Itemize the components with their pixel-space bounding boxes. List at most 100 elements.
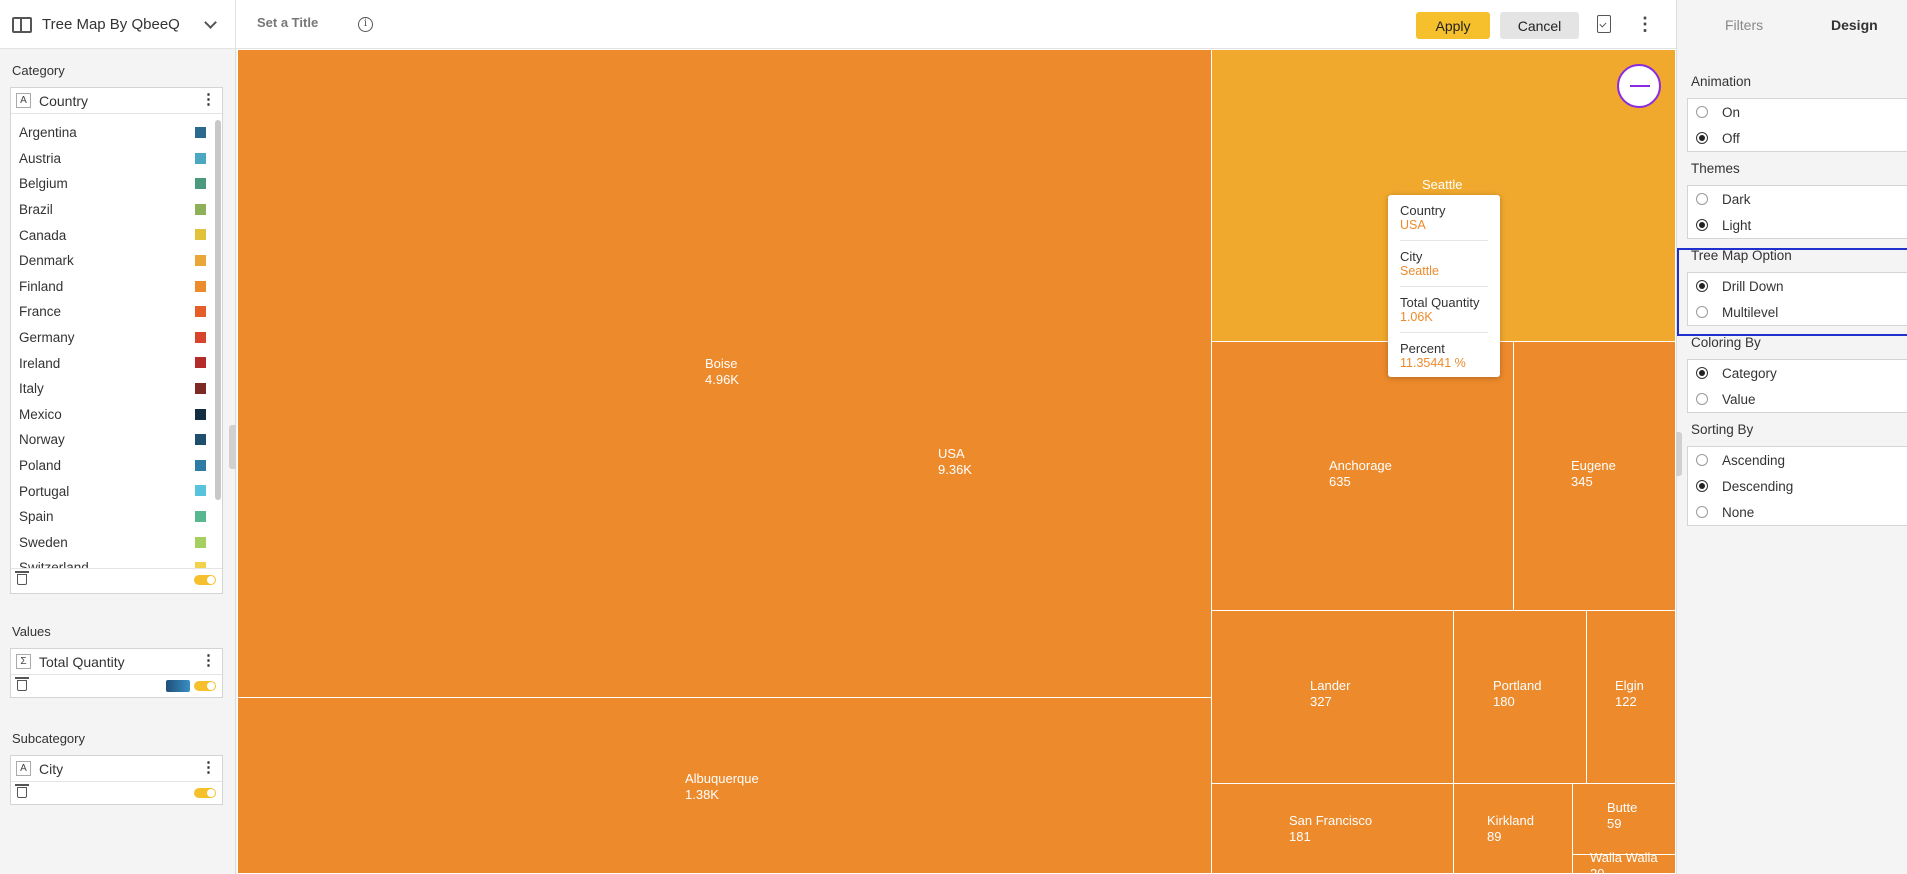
widget-type-selector[interactable]: Tree Map By QbeeQ xyxy=(12,0,236,49)
category-item[interactable]: Sweden xyxy=(11,530,222,556)
category-color-swatch[interactable] xyxy=(195,127,206,138)
values-more-icon[interactable]: ⋮ xyxy=(201,652,216,669)
category-item-label: Sweden xyxy=(19,534,68,550)
right-panel-collapse-handle[interactable] xyxy=(1676,432,1682,476)
category-color-swatch[interactable] xyxy=(195,178,206,190)
radio-icon[interactable] xyxy=(1696,454,1708,466)
radio-selected-icon[interactable] xyxy=(1696,219,1708,231)
category-item[interactable]: Spain xyxy=(11,504,222,530)
category-color-swatch[interactable] xyxy=(195,562,206,568)
gradient-color-swatch[interactable] xyxy=(166,680,190,692)
sorting-by-option-none[interactable]: None xyxy=(1688,499,1907,525)
category-color-swatch[interactable] xyxy=(195,459,206,471)
subcategory-toggle[interactable] xyxy=(194,788,216,798)
radio-icon[interactable] xyxy=(1696,106,1708,118)
category-item[interactable]: France xyxy=(11,299,222,325)
category-field[interactable]: A Country ⋮ xyxy=(11,88,222,114)
category-item-label: Germany xyxy=(19,330,75,346)
themes-option-dark[interactable]: Dark xyxy=(1688,186,1907,212)
category-color-swatch[interactable] xyxy=(195,203,206,215)
tile-eugene[interactable] xyxy=(1513,341,1676,611)
values-field[interactable]: Σ Total Quantity ⋮ xyxy=(11,649,222,675)
tile-albuquerque[interactable] xyxy=(237,697,1212,874)
tree-map-option-option-drill-down[interactable]: Drill Down xyxy=(1688,273,1907,299)
category-list-scrollbar[interactable] xyxy=(215,120,221,500)
radio-selected-icon[interactable] xyxy=(1696,280,1708,292)
category-color-swatch[interactable] xyxy=(195,382,206,394)
animation-option-off[interactable]: Off xyxy=(1688,125,1907,151)
radio-icon[interactable] xyxy=(1696,506,1708,518)
category-item[interactable]: Austria xyxy=(11,146,222,172)
trash-icon[interactable] xyxy=(15,571,29,585)
category-color-swatch[interactable] xyxy=(195,331,206,343)
category-item[interactable]: Canada xyxy=(11,222,222,248)
category-item[interactable]: Brazil xyxy=(11,197,222,223)
category-item[interactable]: Argentina xyxy=(11,120,222,146)
radio-icon[interactable] xyxy=(1696,393,1708,405)
more-options-icon[interactable]: ⋮ xyxy=(1636,14,1654,34)
category-color-swatch[interactable] xyxy=(195,357,206,369)
category-color-list: Argentina Austria Belgium Brazil Canada Denma… xyxy=(11,114,222,568)
tile-anchorage[interactable] xyxy=(1211,341,1514,611)
category-item[interactable]: Portugal xyxy=(11,478,222,504)
category-color-swatch[interactable] xyxy=(195,229,206,241)
tile-san-francisco[interactable] xyxy=(1211,783,1454,874)
tree-map-option-option-multilevel[interactable]: Multilevel xyxy=(1688,299,1907,325)
radio-selected-icon[interactable] xyxy=(1696,480,1708,492)
coloring-by-option-category[interactable]: Category xyxy=(1688,360,1907,386)
chevron-down-icon[interactable] xyxy=(204,16,217,29)
radio-icon[interactable] xyxy=(1696,306,1708,318)
tile-kirkland[interactable] xyxy=(1453,783,1573,874)
tooltip-percent-row: Percent 11.35441 % xyxy=(1400,333,1488,379)
category-color-swatch[interactable] xyxy=(195,510,206,522)
trash-icon[interactable] xyxy=(15,784,29,798)
category-item[interactable]: Norway xyxy=(11,427,222,453)
animation-option-on[interactable]: On xyxy=(1688,99,1907,125)
category-item[interactable]: Switzerland xyxy=(11,555,222,568)
values-toggle[interactable] xyxy=(194,681,216,691)
category-item[interactable]: Italy xyxy=(11,376,222,402)
category-color-swatch[interactable] xyxy=(195,536,206,548)
category-item-label: Denmark xyxy=(19,253,74,269)
category-color-swatch[interactable] xyxy=(195,434,206,446)
category-color-swatch[interactable] xyxy=(195,306,206,318)
category-item[interactable]: Finland xyxy=(11,274,222,300)
tile-butte[interactable] xyxy=(1572,783,1676,855)
category-color-swatch[interactable] xyxy=(195,485,206,497)
sorting-by-option-ascending[interactable]: Ascending xyxy=(1688,447,1907,473)
subcategory-field[interactable]: A City ⋮ xyxy=(11,756,222,782)
tab-design[interactable]: Design xyxy=(1831,17,1878,33)
category-item[interactable]: Denmark xyxy=(11,248,222,274)
themes-option-light[interactable]: Light xyxy=(1688,212,1907,238)
category-color-swatch[interactable] xyxy=(195,280,206,292)
radio-icon[interactable] xyxy=(1696,193,1708,205)
data-panel: Category A Country ⋮ Argentina Austria Bel… xyxy=(0,49,236,874)
radio-selected-icon[interactable] xyxy=(1696,367,1708,379)
tile-boise[interactable] xyxy=(237,49,1212,698)
subcategory-more-icon[interactable]: ⋮ xyxy=(201,759,216,776)
category-color-swatch[interactable] xyxy=(195,408,206,420)
tab-filters[interactable]: Filters xyxy=(1725,17,1764,33)
info-icon[interactable]: i xyxy=(358,17,373,32)
tooltip-percent-label: Percent xyxy=(1400,341,1445,356)
category-color-swatch[interactable] xyxy=(195,254,206,266)
coloring-by-option-value[interactable]: Value xyxy=(1688,386,1907,412)
animation-label: Animation xyxy=(1691,74,1752,89)
sorting-by-option-descending[interactable]: Descending xyxy=(1688,473,1907,499)
export-icon[interactable] xyxy=(1597,15,1611,33)
apply-button[interactable]: Apply xyxy=(1416,12,1490,39)
category-color-swatch[interactable] xyxy=(195,152,206,164)
radio-selected-icon[interactable] xyxy=(1696,132,1708,144)
category-item[interactable]: Germany xyxy=(11,325,222,351)
category-item[interactable]: Ireland xyxy=(11,350,222,376)
category-toggle[interactable] xyxy=(194,575,216,585)
trash-icon[interactable] xyxy=(15,677,29,691)
widget-title-input[interactable]: Set a Title xyxy=(257,15,319,30)
category-item[interactable]: Poland xyxy=(11,453,222,479)
category-more-icon[interactable]: ⋮ xyxy=(201,91,216,108)
zoom-out-icon[interactable] xyxy=(1617,64,1661,108)
cancel-button[interactable]: Cancel xyxy=(1500,12,1579,39)
category-item[interactable]: Mexico xyxy=(11,402,222,428)
category-item[interactable]: Belgium xyxy=(11,171,222,197)
left-panel-collapse-handle[interactable] xyxy=(229,425,236,469)
